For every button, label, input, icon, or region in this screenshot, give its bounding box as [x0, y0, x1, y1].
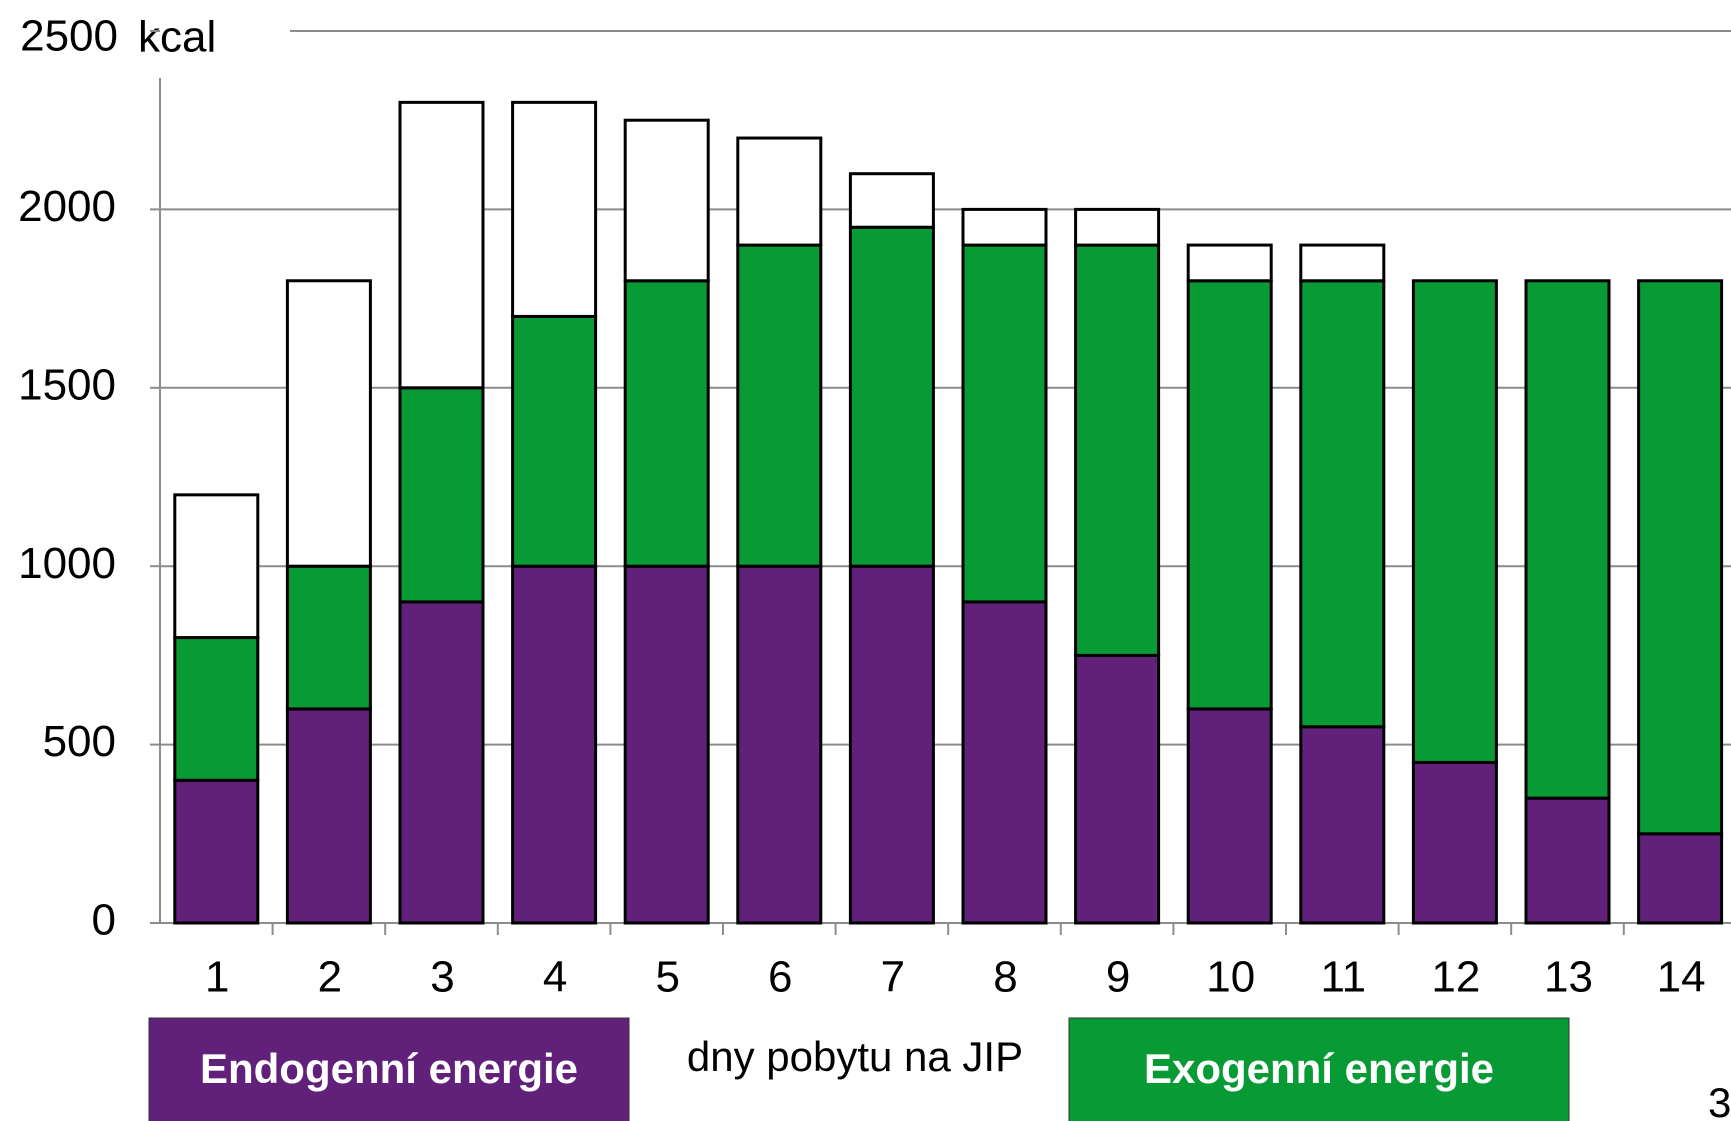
bar-segment	[1074, 207, 1161, 247]
x-tick-label: 5	[655, 953, 679, 1002]
bar-segment	[623, 118, 710, 283]
x-tick-label: 12	[1431, 953, 1480, 1002]
bar-segment	[1074, 243, 1161, 657]
bar-segment	[848, 225, 935, 568]
y-axis-label: kcal	[138, 13, 216, 62]
x-tick-label: 8	[993, 953, 1017, 1002]
x-tick-label: 6	[768, 953, 792, 1002]
x-tick-label: 3	[430, 953, 454, 1002]
bar-segment	[1299, 243, 1386, 283]
bar-segment	[1186, 243, 1273, 283]
bar-segment	[1186, 707, 1273, 925]
x-tick-label: 2	[318, 953, 342, 1002]
page-number: 3	[1708, 1079, 1731, 1121]
bar-segment	[285, 564, 372, 711]
bar-segment	[285, 279, 372, 568]
y-tick-label: 2000	[18, 182, 116, 231]
bar-segment	[1524, 279, 1611, 800]
x-axis-label: dny pobytu na JIP	[687, 1033, 1023, 1080]
bar-segment	[1074, 653, 1161, 925]
bar-segment	[285, 707, 372, 925]
x-tick-label: 11	[1320, 953, 1366, 1002]
bar-segment	[398, 100, 485, 390]
bar-segment	[1637, 279, 1724, 836]
y-tick-label: 500	[43, 717, 116, 766]
bar-segment	[511, 314, 598, 568]
bar-segment	[961, 243, 1048, 604]
bar-segment	[1186, 279, 1273, 711]
bar-segment	[736, 243, 823, 568]
bar-segment	[398, 600, 485, 925]
x-tick-label: 1	[205, 953, 229, 1002]
bar-segment	[623, 564, 710, 925]
bar-segment	[511, 564, 598, 925]
bar-segment	[1299, 725, 1386, 925]
x-tick-label: 10	[1206, 953, 1255, 1002]
bar-segment	[736, 564, 823, 925]
x-tick-label: 9	[1106, 953, 1130, 1002]
legend-label: Endogenní energie	[200, 1045, 578, 1092]
bar-segment	[961, 207, 1048, 247]
bar-segment	[623, 279, 710, 568]
x-tick-label: 4	[543, 953, 567, 1002]
y-tick-label: 2500	[20, 12, 118, 61]
legend-swatch	[1068, 1017, 1570, 1121]
x-tick-label: 14	[1657, 953, 1706, 1002]
y-tick-label: 0	[92, 896, 116, 945]
bar-segment	[848, 172, 935, 229]
bar-segment	[1637, 832, 1724, 925]
bar-segment	[398, 386, 485, 604]
x-tick-label: 7	[881, 953, 905, 1002]
bar-segment	[848, 564, 935, 925]
legend-swatch	[148, 1017, 630, 1121]
bar-segment	[1524, 796, 1611, 925]
bar-segment	[736, 136, 823, 247]
bar-segment	[1411, 760, 1498, 925]
bar-segment	[173, 778, 260, 925]
bar-segment	[173, 636, 260, 782]
x-tick-label: 13	[1544, 953, 1593, 1002]
legend-label: Exogenní energie	[1144, 1045, 1494, 1092]
bar-segment	[511, 100, 598, 318]
bar-segment	[1411, 279, 1498, 764]
y-tick-label: 1000	[18, 539, 116, 588]
bar-segment	[173, 493, 260, 640]
bar-segment	[961, 600, 1048, 925]
bar-segment	[1299, 279, 1386, 729]
y-tick-label: 1500	[18, 360, 116, 409]
